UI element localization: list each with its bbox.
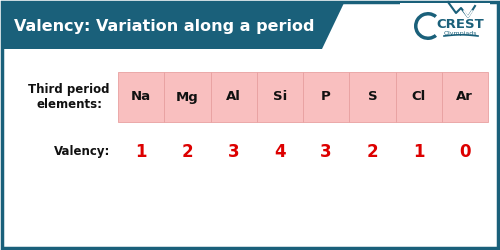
FancyBboxPatch shape <box>442 72 488 122</box>
Text: Cl: Cl <box>412 90 426 104</box>
Text: 3: 3 <box>320 143 332 161</box>
Text: 1: 1 <box>413 143 424 161</box>
Text: 1: 1 <box>136 143 147 161</box>
Text: Na: Na <box>131 90 151 104</box>
Text: 3: 3 <box>228 143 239 161</box>
FancyBboxPatch shape <box>118 72 164 122</box>
Text: P: P <box>321 90 331 104</box>
FancyBboxPatch shape <box>2 2 498 248</box>
FancyBboxPatch shape <box>349 72 396 122</box>
FancyBboxPatch shape <box>164 72 210 122</box>
Text: Valency:: Valency: <box>54 146 110 158</box>
Text: S: S <box>368 90 377 104</box>
Text: Ar: Ar <box>456 90 473 104</box>
FancyBboxPatch shape <box>396 72 442 122</box>
FancyBboxPatch shape <box>400 3 490 45</box>
Text: Third period
elements:: Third period elements: <box>28 83 110 111</box>
Text: 2: 2 <box>366 143 378 161</box>
Text: Mg: Mg <box>176 90 199 104</box>
Wedge shape <box>414 12 437 40</box>
Text: Valency: Variation along a period: Valency: Variation along a period <box>14 18 314 34</box>
FancyBboxPatch shape <box>210 72 257 122</box>
Text: 0: 0 <box>459 143 470 161</box>
FancyBboxPatch shape <box>257 72 303 122</box>
Text: 2: 2 <box>182 143 193 161</box>
Text: 4: 4 <box>274 143 285 161</box>
Text: CREST: CREST <box>436 18 484 32</box>
Text: Olympiads: Olympiads <box>444 30 477 36</box>
Text: Al: Al <box>226 90 241 104</box>
Text: Si: Si <box>273 90 287 104</box>
Polygon shape <box>3 3 344 49</box>
FancyBboxPatch shape <box>303 72 349 122</box>
